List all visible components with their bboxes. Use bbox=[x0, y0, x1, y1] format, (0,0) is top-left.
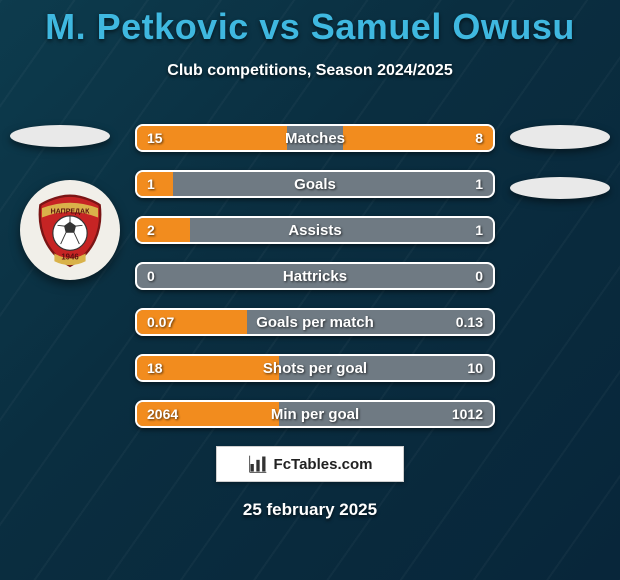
stat-row: 20641012Min per goal bbox=[135, 400, 495, 428]
stat-label: Hattricks bbox=[137, 264, 493, 288]
crest-top-text: НАПРЕДАК bbox=[51, 209, 90, 216]
page-subtitle: Club competitions, Season 2024/2025 bbox=[0, 62, 620, 80]
crest-year: 1946 bbox=[61, 253, 79, 262]
stat-row: 0 0Hattricks bbox=[135, 262, 495, 290]
team-crest: НАПРЕДАК 1946 bbox=[20, 180, 120, 280]
stat-value-left: 0 bbox=[147, 264, 155, 288]
side-oval bbox=[10, 125, 110, 147]
footer-text: FcTables.com bbox=[274, 456, 373, 473]
stat-value-left: 1 bbox=[147, 172, 155, 196]
stat-value-left: 15 bbox=[147, 126, 163, 150]
crest-icon: НАПРЕДАК 1946 bbox=[31, 191, 109, 269]
page-title: M. Petkovic vs Samuel Owusu bbox=[0, 6, 620, 48]
stat-bars: 158Matches11Goals21Assists00Hattricks0.0… bbox=[135, 124, 495, 446]
footer-attribution: FcTables.com bbox=[216, 446, 404, 482]
stat-row: 0.070.13Goals per match bbox=[135, 308, 495, 336]
stat-value-right: 8 bbox=[475, 126, 483, 150]
date-label: 25 february 2025 bbox=[0, 500, 620, 520]
stat-row: 158Matches bbox=[135, 124, 495, 152]
side-oval bbox=[510, 125, 610, 149]
stat-value-right: 1 bbox=[475, 218, 483, 242]
stat-value-right: 10 bbox=[467, 356, 483, 380]
stat-value-left: 0.07 bbox=[147, 310, 174, 334]
bar-chart-icon bbox=[248, 454, 268, 474]
stat-value-right: 1012 bbox=[452, 402, 483, 426]
stat-row: 1810Shots per goal bbox=[135, 354, 495, 382]
stat-fill-right bbox=[343, 126, 493, 150]
stat-value-left: 2 bbox=[147, 218, 155, 242]
comparison-infographic: M. Petkovic vs Samuel Owusu Club competi… bbox=[0, 0, 620, 580]
stat-label: Goals bbox=[137, 172, 493, 196]
stat-fill-left bbox=[137, 218, 190, 242]
stat-value-left: 18 bbox=[147, 356, 163, 380]
stat-value-right: 1 bbox=[475, 172, 483, 196]
side-oval bbox=[510, 177, 610, 199]
stat-label: Assists bbox=[137, 218, 493, 242]
stat-row: 2 1Assists bbox=[135, 216, 495, 244]
stat-row: 1 1Goals bbox=[135, 170, 495, 198]
stat-value-left: 2064 bbox=[147, 402, 178, 426]
stat-value-right: 0.13 bbox=[456, 310, 483, 334]
stat-value-right: 0 bbox=[475, 264, 483, 288]
